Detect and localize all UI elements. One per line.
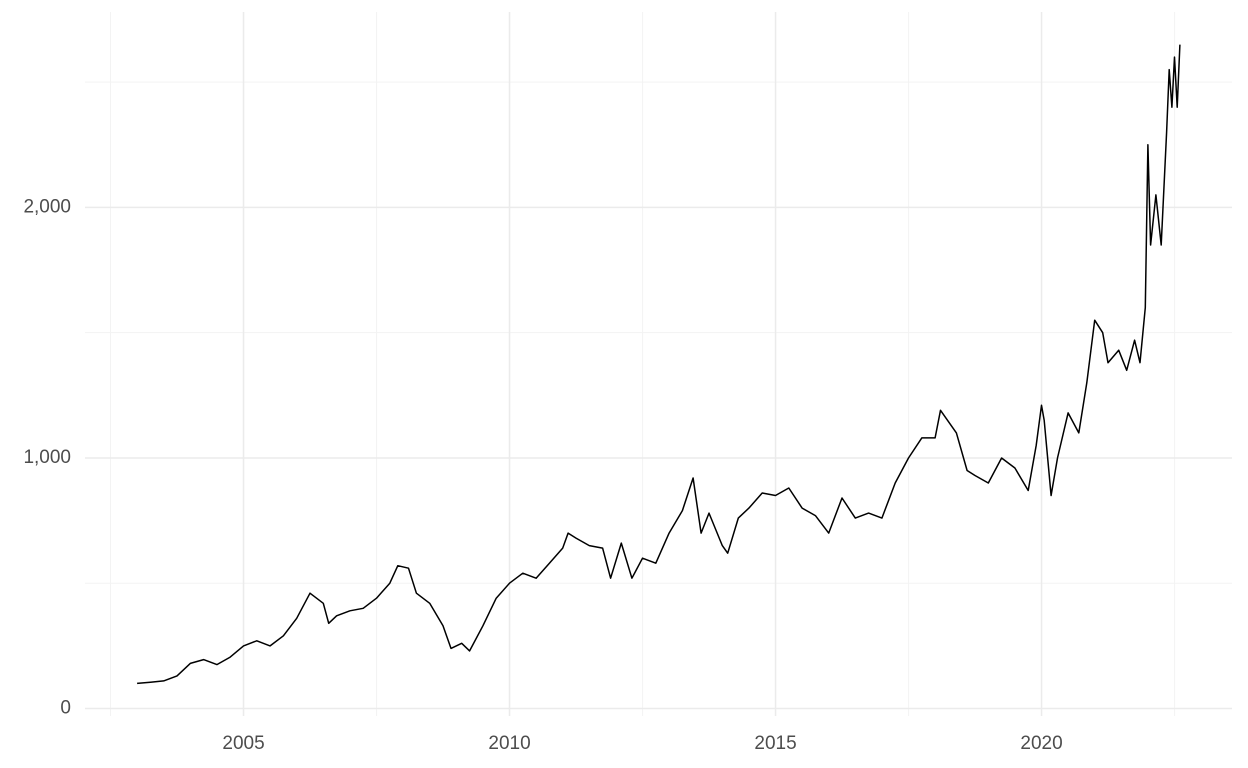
x-tick-label: 2005 (222, 733, 264, 754)
x-tick-label: 2020 (1020, 733, 1062, 754)
x-tick-label: 2015 (754, 733, 796, 754)
x-tick-label: 2010 (488, 733, 530, 754)
y-tick-label: 2,000 (23, 196, 71, 217)
y-tick-label: 0 (60, 697, 71, 718)
y-tick-label: 1,000 (23, 447, 71, 468)
line (137, 44, 1181, 685)
